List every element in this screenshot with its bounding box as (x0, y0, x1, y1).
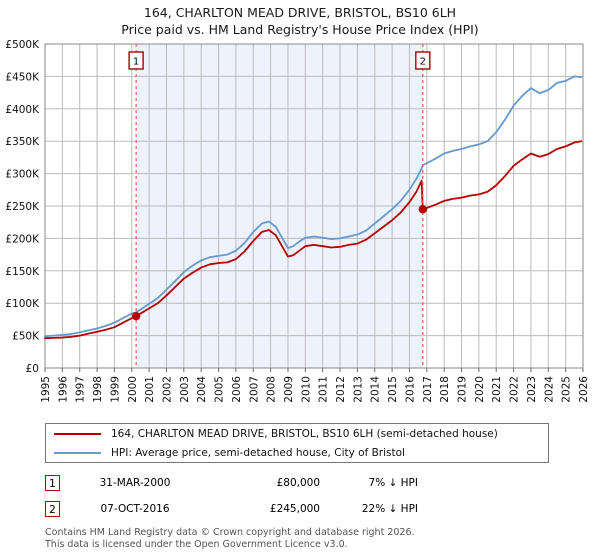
x-axis-tick-label: 1995 (40, 376, 52, 403)
y-axis-tick-label: £250K (5, 201, 40, 213)
page-title: 164, CHARLTON MEAD DRIVE, BRISTOL, BS10 … (0, 4, 600, 38)
x-axis-tick-label: 2017 (422, 376, 434, 403)
x-axis-tick-label: 2011 (318, 376, 330, 403)
x-axis-tick-label: 2005 (214, 376, 226, 403)
annotation-marker-box-2 (415, 51, 431, 70)
x-axis-tick-label: 2009 (283, 376, 295, 403)
x-axis-tick-label: 2003 (179, 376, 191, 403)
legend-item-hpi: HPI: Average price, semi-detached house,… (46, 443, 548, 462)
txn-date-2: 07-OCT-2016 (100, 503, 170, 515)
x-axis-tick-label: 2016 (404, 376, 416, 403)
annotation-marker-label-1: 1 (133, 57, 139, 68)
table-row: 1 31-MAR-2000 £80,000 7% ↓ HPI (45, 470, 465, 496)
legend-swatch-hpi (54, 451, 101, 454)
y-axis-tick-label: £200K (5, 233, 40, 245)
x-axis-tick-label: 1996 (57, 376, 69, 403)
annotation-marker-box-1 (128, 51, 144, 70)
title-line-2: Price paid vs. HM Land Registry's House … (121, 22, 479, 37)
txn-price-1: £80,000 (276, 477, 320, 489)
y-axis-tick-label: £0 (26, 363, 39, 375)
txn-marker-2: 2 (45, 501, 60, 517)
x-axis-tick-label: 2022 (509, 376, 521, 403)
x-axis-tick-label: 1997 (75, 376, 87, 403)
legend-label-hpi: HPI: Average price, semi-detached house,… (111, 446, 405, 459)
txn-date-1: 31-MAR-2000 (99, 477, 171, 489)
price-history-chart: £0 £50K £100K £150K £200K £250K £300K £350K £400… (5, 39, 590, 403)
legend-swatch-property (54, 432, 101, 435)
y-axis-tick-label: £50K (12, 331, 40, 343)
footer-line-2: This data is licensed under the Open Gov… (45, 538, 348, 550)
annotation-marker-label-2: 2 (420, 57, 426, 68)
x-axis-tick-label: 2021 (491, 376, 503, 403)
x-axis-tick-label: 2010 (300, 376, 312, 403)
legend-item-property: 164, CHARLTON MEAD DRIVE, BRISTOL, BS10 … (46, 424, 548, 443)
transaction-point-2 (418, 205, 428, 214)
table-row: 2 07-OCT-2016 £245,000 22% ↓ HPI (45, 496, 465, 522)
y-axis-tick-label: £100K (5, 298, 40, 310)
x-axis-tick-label: 2002 (161, 376, 173, 403)
x-axis-tick-label: 2008 (266, 376, 278, 403)
x-axis-tick-label: 2020 (474, 376, 486, 403)
x-axis-tick-label: 2001 (144, 376, 156, 403)
y-axis-tick-label: £500K (5, 39, 40, 51)
plot-frame (44, 43, 584, 369)
x-axis-tick-label: 1998 (92, 376, 104, 403)
x-axis-tick-label: 2013 (352, 376, 364, 403)
x-axis-tick-label: 2023 (526, 376, 538, 403)
y-axis-tick-label: £150K (5, 266, 40, 278)
x-axis-tick-label: 2014 (370, 376, 382, 403)
txn-price-2: £245,000 (269, 503, 320, 515)
transactions-table: 1 31-MAR-2000 £80,000 7% ↓ HPI 2 07-OCT-… (45, 470, 465, 522)
x-axis-tick-label: 2012 (335, 376, 347, 403)
legend-label-property: 164, CHARLTON MEAD DRIVE, BRISTOL, BS10 … (111, 427, 498, 440)
txn-marker-1: 1 (45, 475, 60, 491)
x-axis-tick-label: 1999 (109, 376, 121, 403)
x-axis-tick-label: 2000 (127, 376, 139, 403)
x-axis-tick-label: 2026 (578, 376, 590, 403)
x-axis-tick-label: 2019 (457, 376, 469, 403)
footer-line-1: Contains HM Land Registry data © Crown c… (45, 527, 415, 538)
y-axis-tick-label: £450K (5, 71, 40, 83)
txn-hpi-delta-2: 22% ↓ HPI (361, 503, 418, 515)
x-axis-tick-label: 2018 (439, 376, 451, 403)
x-axis-tick-label: 2006 (231, 376, 243, 403)
x-axis-tick-label: 2025 (561, 376, 573, 403)
attribution-footer: Contains HM Land Registry data © Crown c… (45, 527, 565, 550)
chart-legend: 164, CHARLTON MEAD DRIVE, BRISTOL, BS10 … (45, 423, 549, 463)
transaction-point-1 (131, 311, 141, 321)
y-axis-tick-label: £300K (5, 169, 40, 181)
y-axis-tick-label: £400K (5, 104, 40, 116)
txn-hpi-delta-1: 7% ↓ HPI (368, 477, 418, 489)
x-axis-tick-label: 2004 (196, 376, 208, 403)
series-line-hpi (44, 75, 583, 338)
x-axis-tick-label: 2015 (387, 376, 399, 403)
y-axis-tick-label: £350K (5, 136, 40, 148)
title-line-1: 164, CHARLTON MEAD DRIVE, BRISTOL, BS10 … (143, 5, 457, 20)
x-axis-tick-label: 2024 (543, 376, 555, 403)
x-axis-tick-label: 2007 (248, 376, 260, 403)
